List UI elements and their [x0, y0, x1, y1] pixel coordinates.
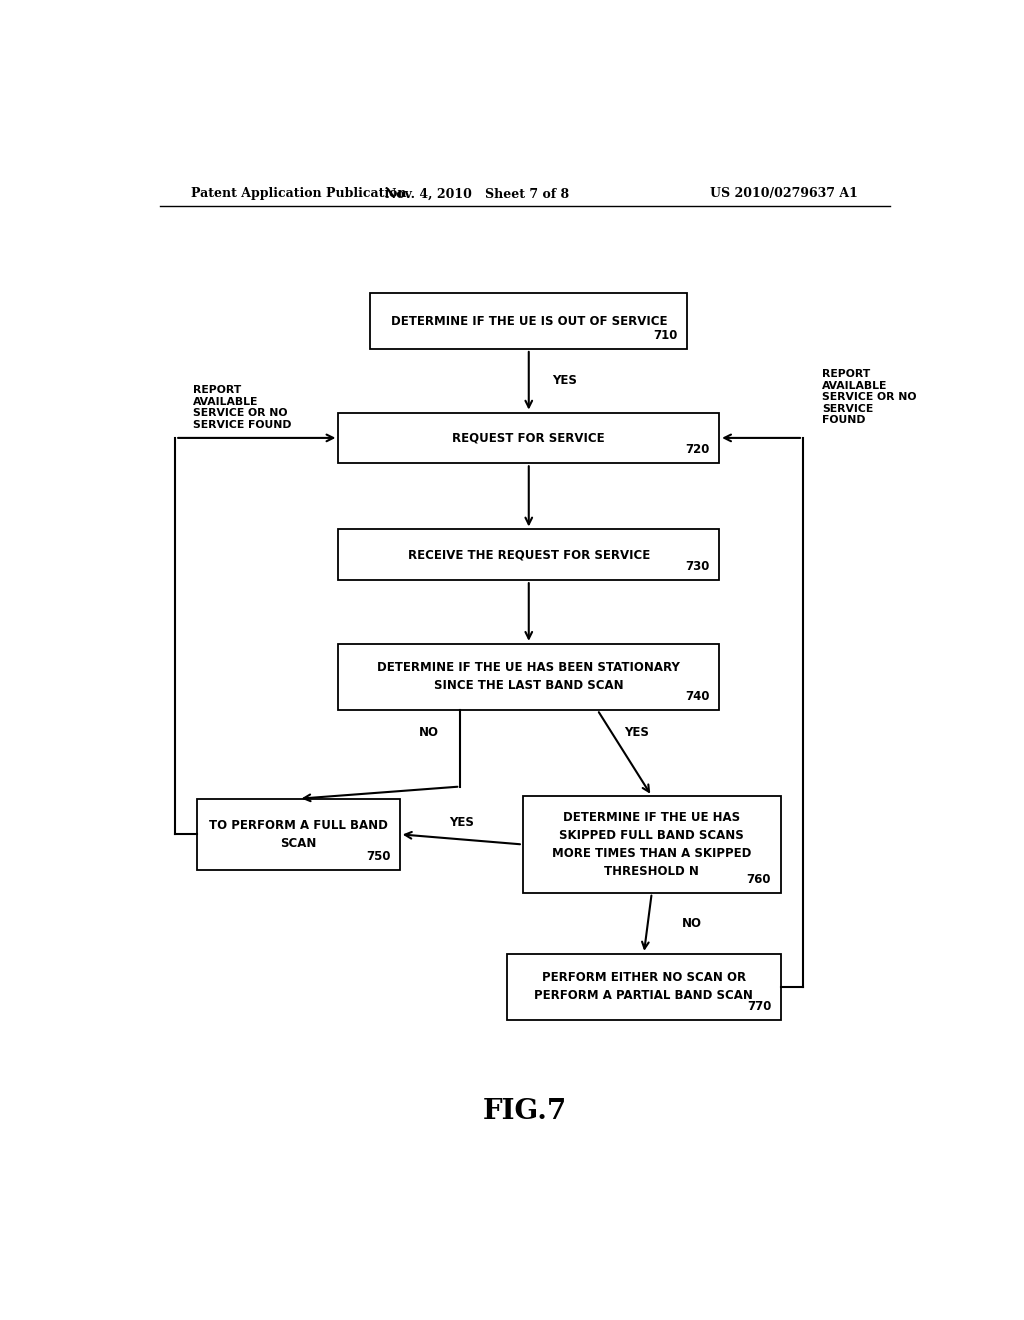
Text: 720: 720	[685, 444, 710, 457]
Text: SINCE THE LAST BAND SCAN: SINCE THE LAST BAND SCAN	[434, 680, 624, 693]
FancyBboxPatch shape	[370, 293, 687, 348]
Text: DETERMINE IF THE UE HAS: DETERMINE IF THE UE HAS	[563, 810, 740, 824]
Text: THRESHOLD N: THRESHOLD N	[604, 866, 699, 878]
Text: DETERMINE IF THE UE IS OUT OF SERVICE: DETERMINE IF THE UE IS OUT OF SERVICE	[390, 314, 667, 327]
Text: YES: YES	[552, 375, 577, 387]
Text: REPORT
AVAILABLE
SERVICE OR NO
SERVICE
FOUND: REPORT AVAILABLE SERVICE OR NO SERVICE F…	[822, 370, 916, 425]
Text: 770: 770	[746, 999, 771, 1012]
Text: PERFORM A PARTIAL BAND SCAN: PERFORM A PARTIAL BAND SCAN	[535, 990, 754, 1002]
Text: SCAN: SCAN	[281, 837, 316, 850]
Text: US 2010/0279637 A1: US 2010/0279637 A1	[711, 187, 858, 201]
Text: NO: NO	[681, 917, 701, 929]
Text: RECEIVE THE REQUEST FOR SERVICE: RECEIVE THE REQUEST FOR SERVICE	[408, 548, 650, 561]
Text: 710: 710	[653, 329, 678, 342]
Text: MORE TIMES THAN A SKIPPED: MORE TIMES THAN A SKIPPED	[552, 847, 752, 861]
Text: Patent Application Publication: Patent Application Publication	[191, 187, 407, 201]
Text: REQUEST FOR SERVICE: REQUEST FOR SERVICE	[453, 432, 605, 445]
Text: 740: 740	[685, 689, 710, 702]
FancyBboxPatch shape	[198, 799, 399, 870]
Text: SKIPPED FULL BAND SCANS: SKIPPED FULL BAND SCANS	[559, 829, 744, 842]
Text: YES: YES	[449, 816, 474, 829]
FancyBboxPatch shape	[338, 412, 719, 463]
Text: TO PERFORM A FULL BAND: TO PERFORM A FULL BAND	[209, 818, 388, 832]
Text: 730: 730	[685, 560, 710, 573]
FancyBboxPatch shape	[523, 796, 780, 892]
FancyBboxPatch shape	[338, 644, 719, 710]
Text: DETERMINE IF THE UE HAS BEEN STATIONARY: DETERMINE IF THE UE HAS BEEN STATIONARY	[377, 661, 680, 675]
Text: PERFORM EITHER NO SCAN OR: PERFORM EITHER NO SCAN OR	[542, 972, 745, 985]
Text: 750: 750	[366, 850, 390, 863]
FancyBboxPatch shape	[338, 529, 719, 581]
Text: 760: 760	[746, 873, 771, 886]
Text: YES: YES	[625, 726, 649, 739]
Text: Nov. 4, 2010   Sheet 7 of 8: Nov. 4, 2010 Sheet 7 of 8	[385, 187, 569, 201]
FancyBboxPatch shape	[507, 954, 780, 1020]
Text: REPORT
AVAILABLE
SERVICE OR NO
SERVICE FOUND: REPORT AVAILABLE SERVICE OR NO SERVICE F…	[194, 385, 292, 430]
Text: NO: NO	[419, 726, 438, 739]
Text: FIG.7: FIG.7	[482, 1098, 567, 1125]
